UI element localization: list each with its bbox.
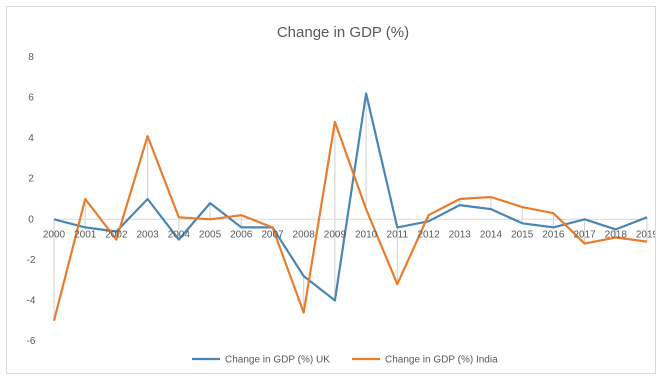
x-tick-label: 2008 <box>293 229 316 240</box>
legend-label: Change in GDP (%) India <box>385 355 498 366</box>
x-tick-label: 2011 <box>387 229 409 240</box>
x-tick-label: 2010 <box>355 229 378 240</box>
y-tick-label: -4 <box>27 295 36 306</box>
x-tick-label: 2005 <box>199 229 222 240</box>
y-tick-label: -2 <box>27 255 36 266</box>
x-tick-label: 2013 <box>449 229 472 240</box>
x-tick-label: 2003 <box>137 229 160 240</box>
x-tick-label: 2009 <box>324 229 347 240</box>
x-tick-label: 2001 <box>74 229 97 240</box>
x-tick-label: 2015 <box>511 229 534 240</box>
x-tick-label: 2012 <box>417 229 440 240</box>
y-tick-label: -6 <box>27 336 36 347</box>
legend-label: Change in GDP (%) UK <box>225 355 330 366</box>
x-tick-label: 2004 <box>168 229 191 240</box>
x-axis-ticks: 2000 2001 2002 2003 2004 2005 2006 2007 2008 2009… <box>43 229 655 240</box>
series-line-uk <box>53 92 648 302</box>
x-tick-label: 2017 <box>573 229 596 240</box>
y-tick-label: 2 <box>28 174 34 185</box>
x-tick-label: 2016 <box>542 229 565 240</box>
chart-title: Change in GDP (%) <box>277 24 409 41</box>
x-tick-label: 2018 <box>605 229 628 240</box>
x-tick-label: 2000 <box>43 229 66 240</box>
x-tick-label: 2006 <box>230 229 253 240</box>
chart-frame: Change in GDP (%) -6 -4 -2 0 2 4 6 8 2000 2001 20… <box>6 6 656 374</box>
y-tick-label: 8 <box>28 52 34 63</box>
y-tick-label: 0 <box>28 214 34 225</box>
y-axis-ticks: -6 -4 -2 0 2 4 6 8 <box>27 52 36 347</box>
x-tick-label: 2019 <box>636 229 655 240</box>
x-tick-label: 2007 <box>261 229 284 240</box>
drop-lines <box>53 93 648 321</box>
x-tick-label: 2002 <box>105 229 128 240</box>
y-tick-label: 6 <box>28 93 34 104</box>
x-tick-label: 2014 <box>480 229 503 240</box>
series-line-india <box>52 120 648 321</box>
series-lines <box>52 92 648 321</box>
y-tick-label: 4 <box>28 133 34 144</box>
legend: Change in GDP (%) UK Change in GDP (%) In… <box>192 355 498 366</box>
